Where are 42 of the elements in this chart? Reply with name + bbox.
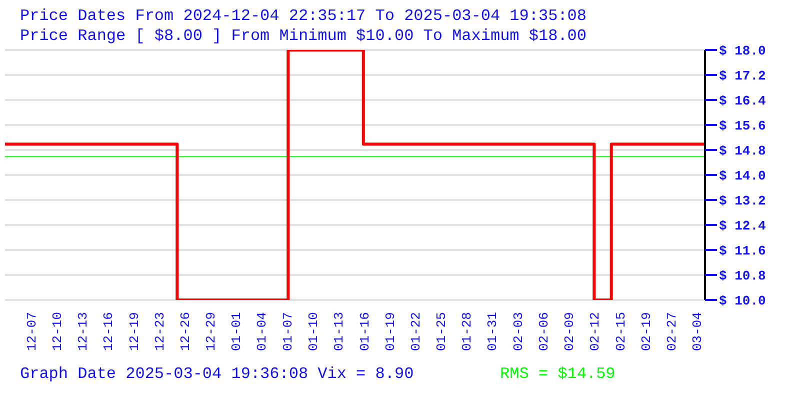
y-tick-label: $ 16.4 [719, 94, 766, 109]
x-tick-label: 01-13 [332, 312, 347, 352]
x-tick-label: 01-01 [229, 312, 244, 352]
y-tick-label: $ 17.2 [719, 68, 766, 84]
x-tick-label: 02-15 [613, 312, 628, 352]
ref-line-label: RMS = $14.59 [500, 365, 616, 383]
x-tick-label: 01-10 [306, 312, 322, 352]
x-tick-label: 12-19 [126, 312, 142, 352]
x-tick-label: 12-23 [152, 312, 168, 352]
x-tick-label: 01-19 [382, 312, 398, 352]
x-tick-label: 02-19 [638, 312, 654, 352]
x-tick-label: 03-04 [690, 312, 705, 352]
x-tick-label: 01-16 [357, 312, 372, 352]
x-tick-label: 12-29 [203, 312, 218, 352]
x-tick-label: 01-04 [254, 312, 270, 352]
y-tick-label: $ 10.8 [719, 268, 766, 284]
x-tick-label: 12-16 [101, 312, 116, 352]
x-tick-label: 02-06 [536, 312, 552, 352]
text: Graph Date 2025-03-04 19:36:08 Vix = 8.90 [20, 365, 414, 383]
x-tick-label: 12-07 [24, 312, 40, 352]
chart-title: Price Dates From 2024-12-04 22:35:17 To 2025-03-04 19:35:08 [20, 6, 586, 26]
x-tick-label: 02-09 [562, 312, 578, 352]
chart-subtitle: Price Range [ $8.00 ] From Minimum $10.00 To Maximum $18.00 [20, 26, 586, 46]
x-tick-label: 01-22 [408, 312, 424, 352]
x-tick-label: 12-13 [76, 312, 91, 352]
y-tick-label: $ 10.0 [719, 294, 766, 309]
y-tick-label: $ 18.0 [719, 44, 766, 59]
y-tick-label: $ 12.4 [719, 218, 766, 234]
x-tick-label: 01-25 [434, 312, 450, 352]
x-tick-label: 02-12 [588, 312, 603, 352]
x-tick-label: 02-27 [664, 312, 680, 352]
y-tick-label: $ 13.2 [719, 194, 766, 209]
x-tick-label: 02-03 [510, 312, 526, 352]
x-tick-label: 01-31 [485, 312, 500, 352]
y-tick-label: $ 14.0 [719, 168, 766, 184]
y-tick-label: $ 15.6 [719, 118, 766, 134]
x-tick-label: 12-26 [178, 312, 194, 352]
x-tick-label: 01-07 [280, 312, 296, 352]
x-tick-label: 12-10 [50, 312, 65, 352]
x-tick-label: 01-28 [460, 312, 475, 352]
y-tick-label: $ 11.6 [719, 244, 766, 259]
y-tick-label: $ 14.8 [719, 144, 766, 159]
